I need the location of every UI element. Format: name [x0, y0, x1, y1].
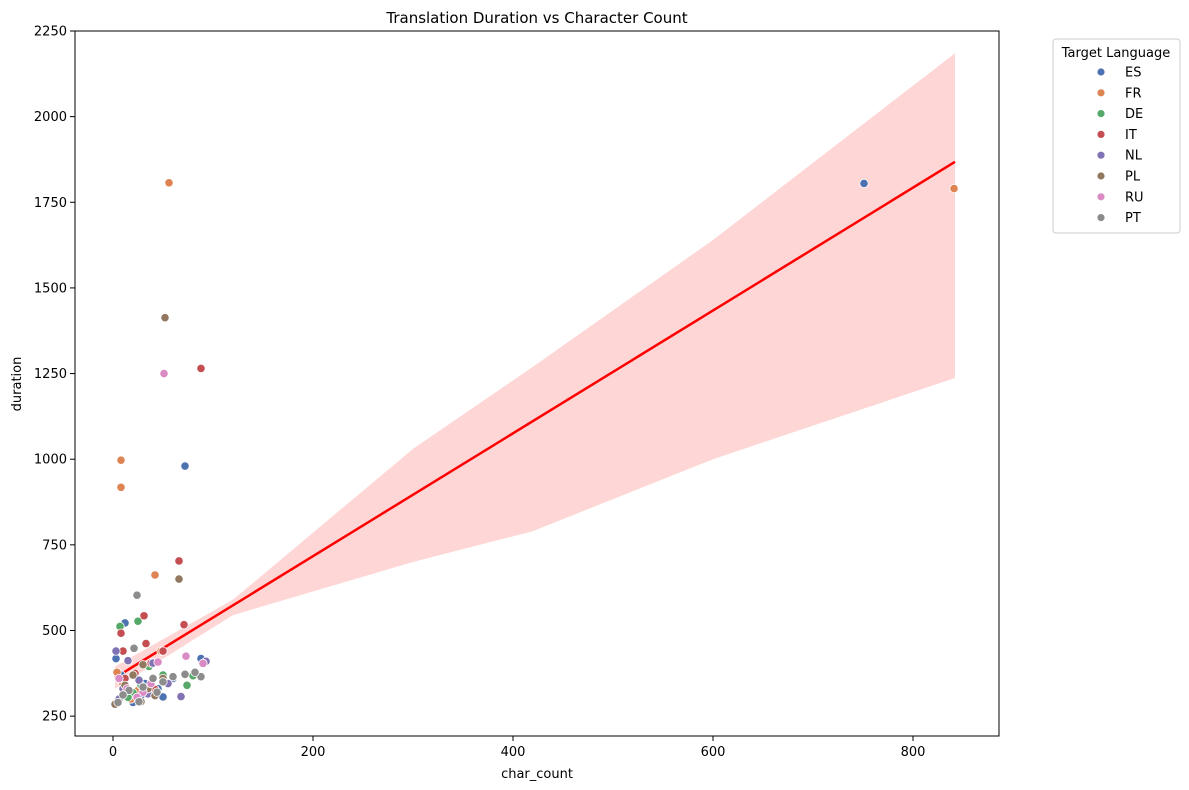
data-point-pl [128, 670, 138, 680]
data-point-ru [198, 658, 208, 668]
legend-label-pt: PT [1125, 211, 1141, 226]
data-point-nl [111, 646, 121, 656]
data-point-it [158, 646, 168, 656]
data-point-it [174, 556, 184, 566]
data-point-ru [159, 368, 169, 379]
legend-marker-es [1096, 67, 1106, 77]
confidence-band-layer [115, 53, 955, 689]
legend-marker-it [1096, 129, 1106, 139]
data-point-ru [153, 657, 163, 667]
data-point-ru [181, 651, 191, 661]
x-axis-ticks: 0 200 400 600 800 [109, 736, 926, 760]
data-point-pt [190, 667, 200, 677]
y-tick-label: 1750 [34, 196, 67, 211]
y-tick-label: 1000 [34, 453, 67, 468]
legend-frame [1052, 38, 1181, 234]
data-point-pt [113, 697, 123, 708]
data-point-es [859, 178, 869, 189]
legend-label-pl: PL [1125, 170, 1141, 185]
y-tick-label: 2250 [34, 25, 67, 40]
data-point-pt [148, 673, 158, 684]
legend-label-de: DE [1125, 107, 1143, 122]
data-points-layer [110, 178, 959, 709]
legend-label-fr: FR [1125, 86, 1142, 101]
legend-label-nl: NL [1125, 149, 1143, 164]
x-axis-label: char_count [501, 767, 573, 782]
legend-marker-de [1096, 109, 1106, 118]
data-point-pt [132, 590, 142, 600]
data-point-fr [164, 178, 174, 188]
data-point-pt [134, 697, 144, 707]
legend-label-it: IT [1125, 128, 1137, 143]
data-point-pt [129, 643, 139, 653]
data-point-nl [176, 692, 186, 702]
data-point-pt [158, 677, 168, 687]
data-point-nl [134, 675, 144, 685]
data-point-it [116, 628, 126, 638]
data-point-nl [123, 656, 133, 666]
x-tick-label: 800 [901, 745, 926, 760]
regression-line [114, 160, 956, 679]
data-point-ru [114, 673, 124, 684]
regression-line-layer [114, 160, 956, 679]
x-tick-label: 600 [701, 745, 726, 760]
data-point-pl [160, 313, 170, 323]
legend-marker-ru [1096, 192, 1106, 202]
confidence-band [115, 53, 955, 689]
legend-marker-nl [1096, 150, 1106, 160]
data-point-it [141, 638, 151, 649]
data-point-fr [150, 570, 160, 580]
data-point-it [196, 363, 206, 374]
data-point-pl [138, 660, 148, 670]
plot-frame [74, 30, 1000, 737]
x-tick-label: 200 [301, 745, 326, 760]
chart-title: Translation Duration vs Character Count [385, 9, 687, 27]
y-axis-label: duration [10, 357, 25, 412]
y-tick-label: 1500 [34, 281, 67, 296]
data-point-es [180, 461, 190, 471]
data-point-pt [152, 687, 162, 697]
data-point-pt [138, 682, 148, 692]
data-point-it [179, 620, 189, 630]
legend-marker-fr [1096, 88, 1106, 98]
data-point-fr [116, 455, 126, 465]
data-point-de [133, 616, 143, 626]
y-tick-label: 500 [42, 624, 67, 639]
legend-label-ru: RU [1125, 190, 1144, 205]
data-point-pt [118, 690, 128, 700]
data-point-pt [168, 672, 178, 682]
y-tick-label: 250 [42, 710, 67, 725]
data-point-de [182, 680, 192, 690]
y-axis-ticks: 250 500 750 1000 1250 1500 1750 2000 2250 [34, 25, 75, 725]
data-point-pl [174, 574, 184, 584]
legend: Target Language ES FR DE IT NL PL RU PT [1052, 38, 1181, 234]
y-tick-label: 1250 [34, 367, 67, 382]
data-point-fr [116, 482, 126, 492]
x-tick-label: 0 [109, 745, 117, 760]
legend-label-es: ES [1125, 66, 1141, 81]
legend-marker-pl [1096, 171, 1106, 181]
legend-title: Target Language [1061, 46, 1171, 61]
data-point-fr [949, 183, 959, 194]
x-tick-label: 400 [501, 745, 526, 760]
data-point-it [139, 611, 149, 621]
legend-marker-pt [1096, 213, 1106, 223]
y-tick-label: 2000 [34, 110, 67, 125]
legend-items: ES FR DE IT NL PL RU PT [1096, 66, 1144, 226]
data-point-pt [180, 669, 190, 679]
y-tick-label: 750 [42, 538, 67, 553]
